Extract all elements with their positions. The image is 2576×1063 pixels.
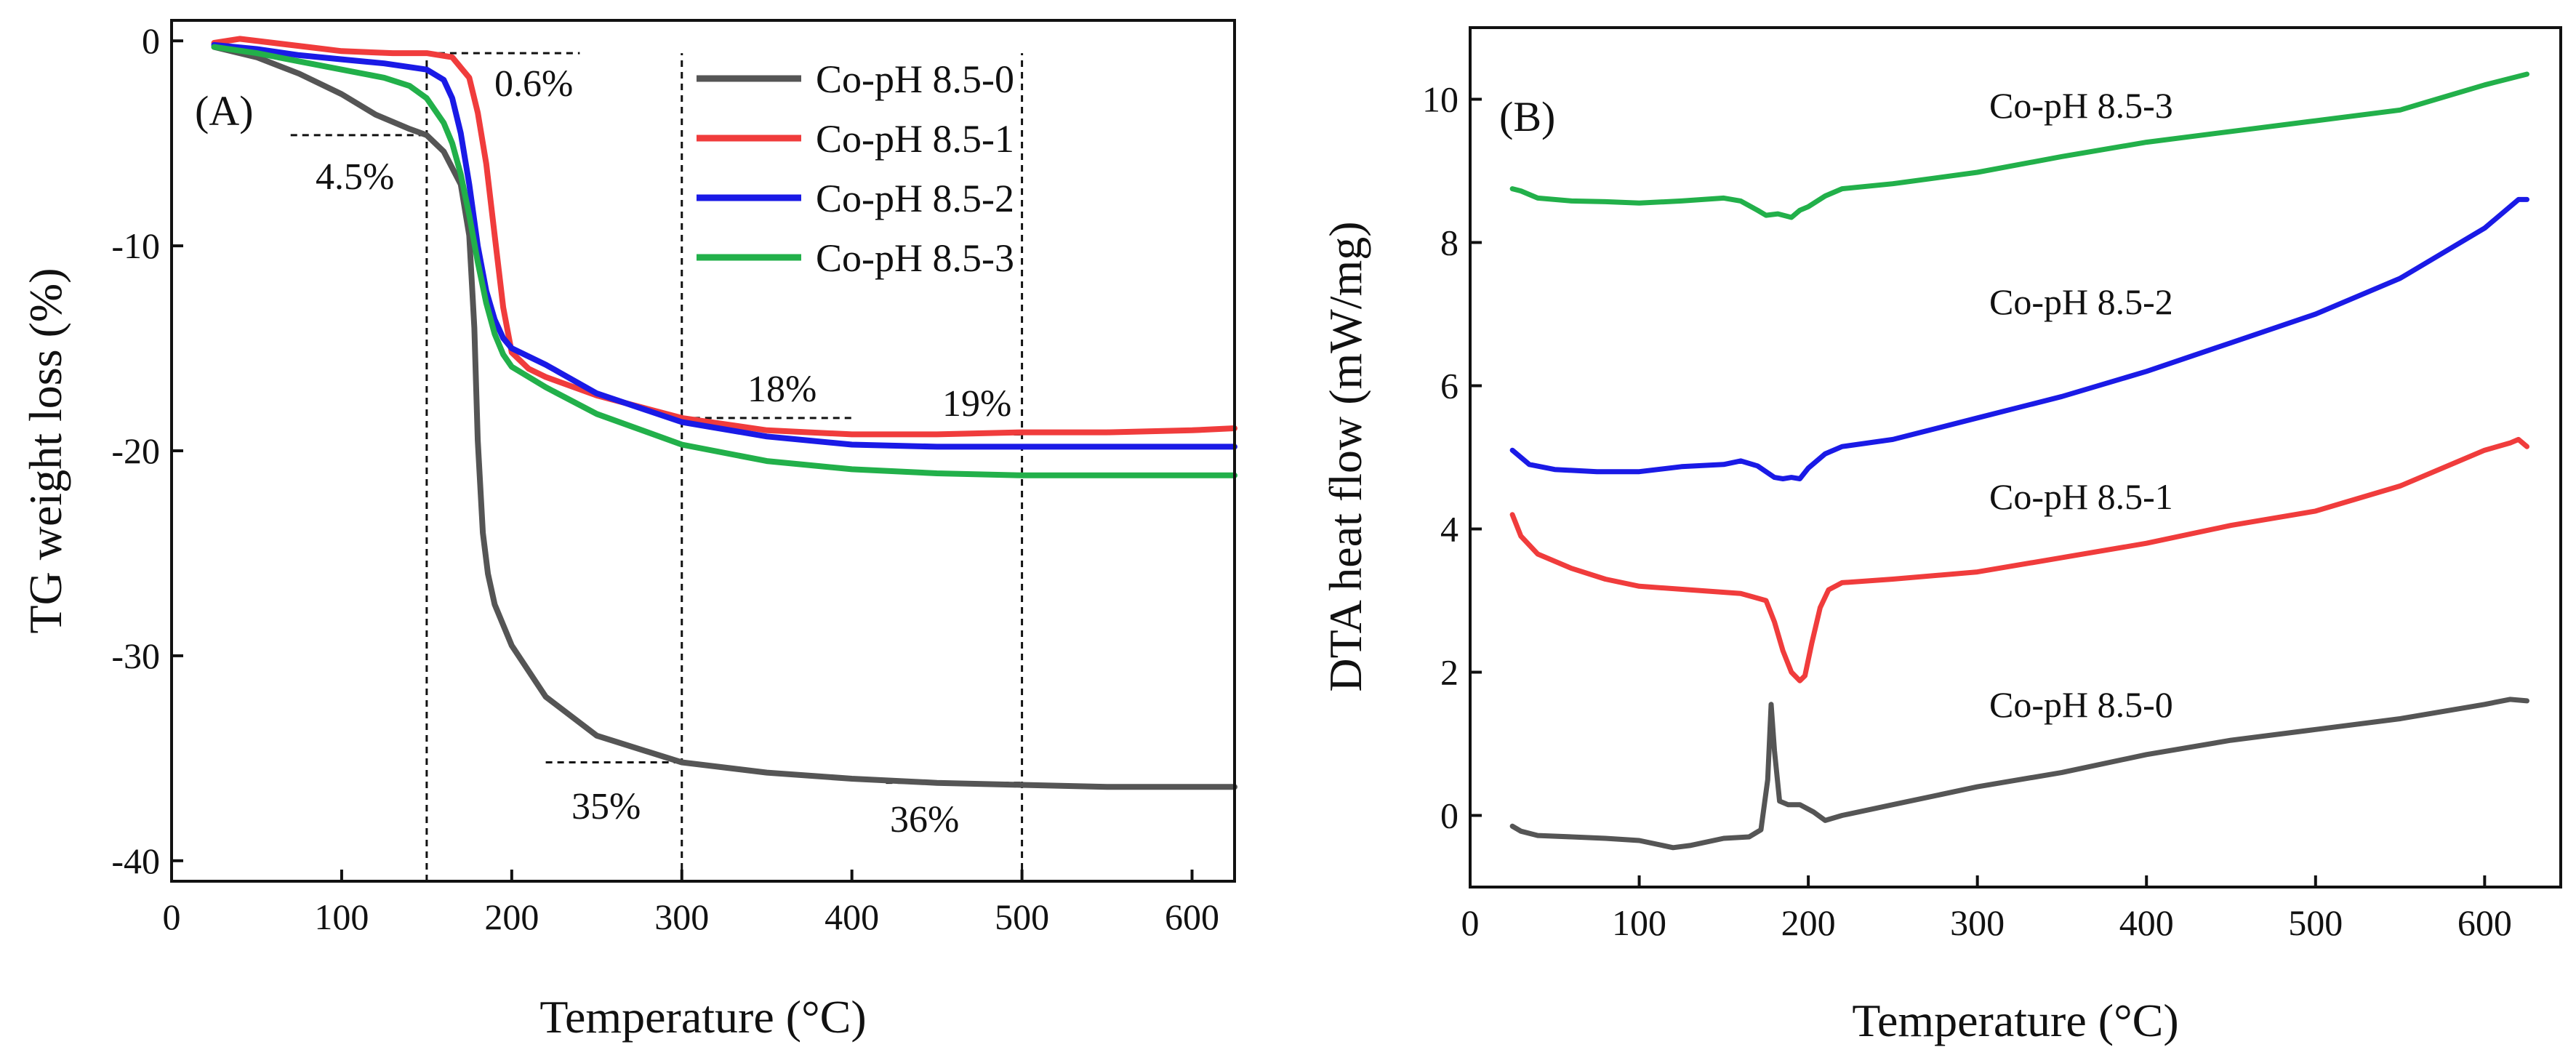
panel-a-y-tick-label: -10 [111, 225, 160, 266]
annotation-19pct: 19% [942, 383, 1011, 425]
panel-b-series-co-ph-8-5-0 [1509, 697, 2529, 851]
panel-a-series-group [211, 36, 1237, 790]
panel-b-x-tick-label: 200 [1781, 902, 1836, 943]
legend-label-co-ph-8-5-2: Co-pH 8.5-2 [816, 177, 1014, 220]
series-label-co-ph-8-5-2: Co-pH 8.5-2 [1989, 281, 2173, 322]
panel-b-y-tick-label: 6 [1440, 366, 1458, 406]
panel-a-series-co-ph-8-5-1 [211, 36, 1237, 438]
panel-a-x-tick-label: 100 [314, 896, 369, 937]
panel-a-y-tick-label: -40 [111, 841, 160, 881]
panel-b-x-axis-title: Temperature (°C) [1852, 995, 2178, 1046]
panel-a-series-co-ph-8-5-3 [211, 44, 1237, 478]
series-label-co-ph-8-5-1: Co-pH 8.5-1 [1989, 476, 2173, 517]
panel-a-ticks: 0 100 200 300 400 500 600 0 -10 -20 -30 -40 [111, 20, 1219, 937]
legend-label-co-ph-8-5-1: Co-pH 8.5-1 [816, 117, 1014, 161]
panel-a-series-co-ph-8-5-2 [211, 41, 1237, 450]
panel-a-legend: Co-pH 8.5-0 Co-pH 8.5-1 Co-pH 8.5-2 Co-p… [697, 57, 1014, 280]
panel-a-x-tick-label: 400 [824, 896, 879, 937]
annotation-36pct: 36% [890, 799, 959, 841]
panel-b-series-group [1509, 71, 2529, 851]
series-label-co-ph-8-5-3: Co-pH 8.5-3 [1989, 85, 2173, 126]
panel-a-x-tick-label: 200 [484, 896, 539, 937]
panel-a-y-tick-label: 0 [142, 20, 160, 61]
panel-a-x-tick-label: 0 [163, 896, 181, 937]
panel-b-x-tick-label: 400 [2119, 902, 2174, 943]
panel-b-y-tick-label: 10 [1422, 79, 1458, 120]
panel-a-y-tick-label: -30 [111, 635, 160, 676]
panel-b-x-tick-label: 600 [2457, 902, 2512, 943]
annotation-4-5pct: 4.5% [316, 156, 394, 198]
panel-a-reference-lines [290, 52, 1024, 881]
legend-label-co-ph-8-5-3: Co-pH 8.5-3 [816, 236, 1014, 280]
panel-b-y-tick-label: 8 [1440, 222, 1458, 263]
panel-a-x-tick-label: 600 [1165, 896, 1219, 937]
panel-b-x-tick-label: 500 [2288, 902, 2343, 943]
panel-b-series-co-ph-8-5-1 [1509, 436, 2529, 683]
panel-a-tg-chart: 0 100 200 300 400 500 600 0 -10 -20 -30 -40 (A) 0.6… [20, 19, 1237, 1043]
panel-b-y-axis-title: DTA heat flow (mW/mg) [1320, 221, 1371, 691]
panel-a-x-tick-label: 500 [995, 896, 1049, 937]
panel-b-x-tick-label: 300 [1950, 902, 2005, 943]
panel-b-x-tick-label: 100 [1612, 902, 1666, 943]
legend-label-co-ph-8-5-0: Co-pH 8.5-0 [816, 57, 1014, 101]
panel-a-label: (A) [195, 87, 254, 135]
panel-b-x-tick-label: 0 [1461, 902, 1480, 943]
panel-b-ticks: 0 100 200 300 400 500 600 0 2 4 6 8 10 [1422, 79, 2512, 944]
panel-b-y-tick-label: 2 [1440, 652, 1458, 693]
panel-a-x-axis-title: Temperature (°C) [539, 991, 866, 1043]
panel-b-label: (B) [1499, 93, 1555, 140]
annotation-18pct: 18% [747, 369, 816, 410]
annotation-35pct: 35% [571, 786, 641, 827]
series-label-co-ph-8-5-0: Co-pH 8.5-0 [1989, 684, 2173, 725]
panel-a-series-co-ph-8-5-0 [211, 44, 1237, 790]
panel-b-series-co-ph-8-5-2 [1509, 196, 2529, 481]
panel-a-y-tick-label: -20 [111, 430, 160, 471]
panel-b-dta-chart: 0 100 200 300 400 500 600 0 2 4 6 8 10 (B) Co-pH 8.5… [1320, 26, 2562, 1046]
panel-b-frame [1469, 26, 2562, 888]
panel-a-y-axis-title: TG weight loss (%) [20, 268, 71, 633]
panel-b-y-tick-label: 4 [1440, 509, 1458, 550]
annotation-0-6pct: 0.6% [494, 63, 573, 105]
panel-a-x-tick-label: 300 [654, 896, 709, 937]
panel-b-series-co-ph-8-5-3 [1509, 71, 2529, 220]
panel-b-y-tick-label: 0 [1440, 795, 1458, 836]
